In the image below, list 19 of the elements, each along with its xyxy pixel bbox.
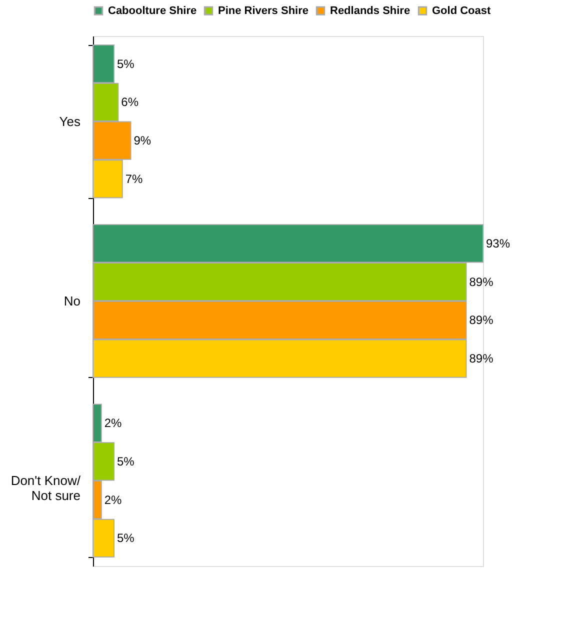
data-label: 89% (469, 313, 494, 328)
data-label: 2% (104, 492, 122, 507)
y-tick-label: No (64, 294, 80, 308)
data-label: 5% (116, 56, 135, 71)
legend-label: Redlands Shire (330, 4, 410, 17)
data-label: 2% (104, 416, 122, 430)
data-label: 89% (469, 274, 494, 289)
legend-label: Pine Rivers Shire (218, 4, 308, 17)
legend-label: Caboolture Shire (108, 4, 197, 17)
data-label: 93% (486, 236, 510, 250)
data-label: 89% (469, 352, 494, 366)
legend-label: Gold Coast (432, 4, 492, 17)
data-label: 5% (116, 454, 135, 468)
data-label: 6% (121, 95, 139, 110)
y-tick-label: Yes (59, 114, 81, 129)
data-label: 5% (116, 531, 135, 546)
data-label: 7% (125, 172, 144, 186)
data-label: 9% (134, 134, 152, 148)
y-tick-label: Don't Know/ Not sure (10, 473, 81, 504)
